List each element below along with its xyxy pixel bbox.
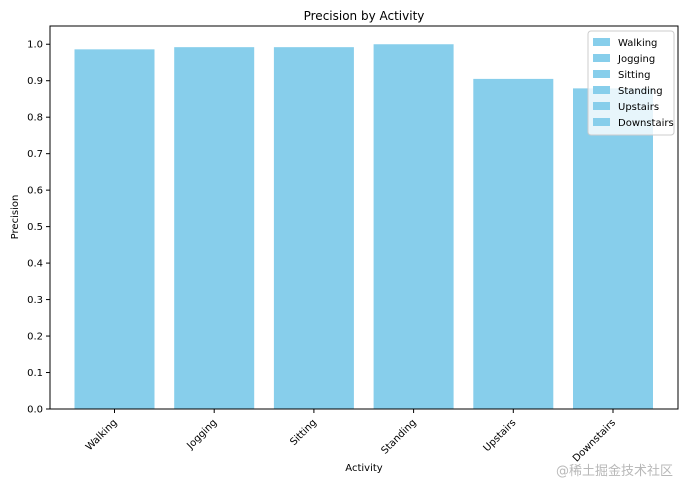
bar-walking [74,49,155,410]
y-tick-label: 0.7 [27,149,43,160]
x-tick-label: Standing [379,417,418,456]
bar-sitting [273,47,354,409]
x-tick-label: Jogging [185,417,220,452]
legend-entry: Downstairs [618,118,674,129]
legend-swatch [593,86,610,94]
y-axis-label: Precision [10,195,21,240]
legend-entry: Upstairs [618,102,659,113]
plot-frame [49,25,679,410]
legend-entry: Sitting [618,70,650,81]
legend-swatch [593,54,610,62]
x-tick-label: Walking [84,417,120,453]
x-axis-label: Activity [345,463,382,474]
y-tick-label: 0.2 [27,332,43,343]
y-tick-label: 1.0 [27,40,43,51]
y-tick-label: 0.6 [27,186,43,197]
x-tick-label: Upstairs [482,417,519,454]
y-tick-label: 0.3 [27,295,43,306]
bars-group [74,44,653,410]
y-tick-label: 0.5 [27,222,43,233]
legend-entry: Walking [618,38,657,49]
y-tick-label: 0.4 [27,259,43,270]
legend-swatch [593,70,610,78]
y-tick-label: 0.8 [27,113,43,124]
y-tick-label: 0.1 [27,368,43,379]
legend-entry: Standing [618,86,663,97]
chart-title: Precision by Activity [304,9,425,23]
bar-downstairs [573,88,653,410]
bar-jogging [174,47,255,409]
legend-swatch [593,102,610,110]
x-axis: Walking Jogging Sitting Standing Upstairs Dow… [84,409,618,465]
legend: Walking Jogging Sitting Standing Upstairs Dow… [587,30,675,136]
x-tick-label: Sitting [288,417,319,448]
legend-swatch [593,38,610,46]
bar-standing [373,44,454,409]
x-tick-label: Downstairs [571,417,618,464]
bar-upstairs [473,78,554,409]
y-tick-label: 0.0 [27,405,43,416]
legend-swatch [593,118,610,126]
y-tick-label: 0.9 [27,76,43,87]
legend-entry: Jogging [617,54,655,65]
watermark-text: @稀土掘金技术社区 [556,464,674,479]
y-axis: 0.0 0.1 0.2 0.3 0.4 0.5 0.6 0.7 0.8 0.9 1.0 [27,40,50,416]
